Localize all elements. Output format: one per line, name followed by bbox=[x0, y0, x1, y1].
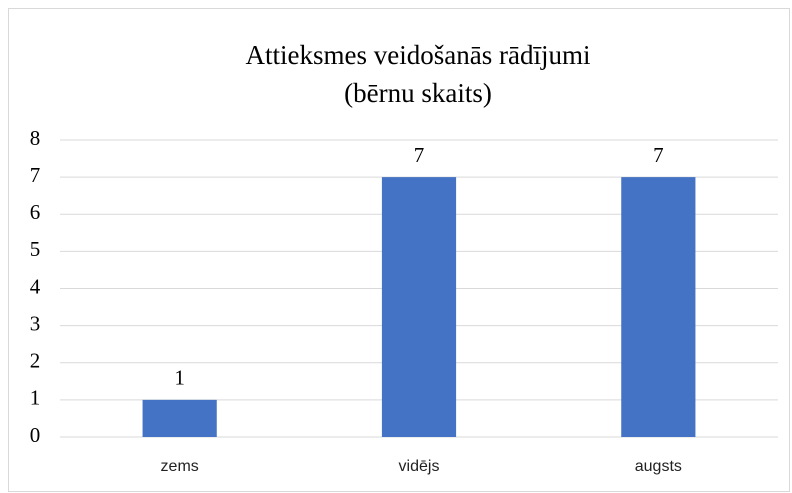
y-tick-label: 1 bbox=[30, 386, 41, 410]
y-tick-label: 5 bbox=[30, 237, 41, 261]
y-tick-label: 7 bbox=[30, 163, 41, 187]
x-tick-label: vidējs bbox=[399, 458, 440, 475]
y-tick-label: 2 bbox=[30, 349, 41, 373]
y-tick-label: 6 bbox=[30, 200, 41, 224]
y-tick-label: 8 bbox=[30, 126, 41, 150]
y-tick-label: 3 bbox=[30, 311, 41, 335]
data-label: 7 bbox=[414, 143, 425, 167]
x-tick-label: augsts bbox=[635, 458, 682, 475]
chart-title: (bērnu skaits) bbox=[344, 78, 492, 108]
bar bbox=[621, 177, 696, 437]
bar bbox=[381, 177, 457, 437]
bar bbox=[142, 399, 217, 437]
x-tick-label: zems bbox=[161, 458, 199, 475]
data-label: 1 bbox=[174, 366, 185, 390]
y-tick-label: 4 bbox=[30, 274, 41, 298]
data-label: 7 bbox=[653, 143, 664, 167]
chart-title: Attieksmes veidošanās rādījumi bbox=[246, 40, 591, 70]
y-tick-label: 0 bbox=[30, 423, 41, 447]
